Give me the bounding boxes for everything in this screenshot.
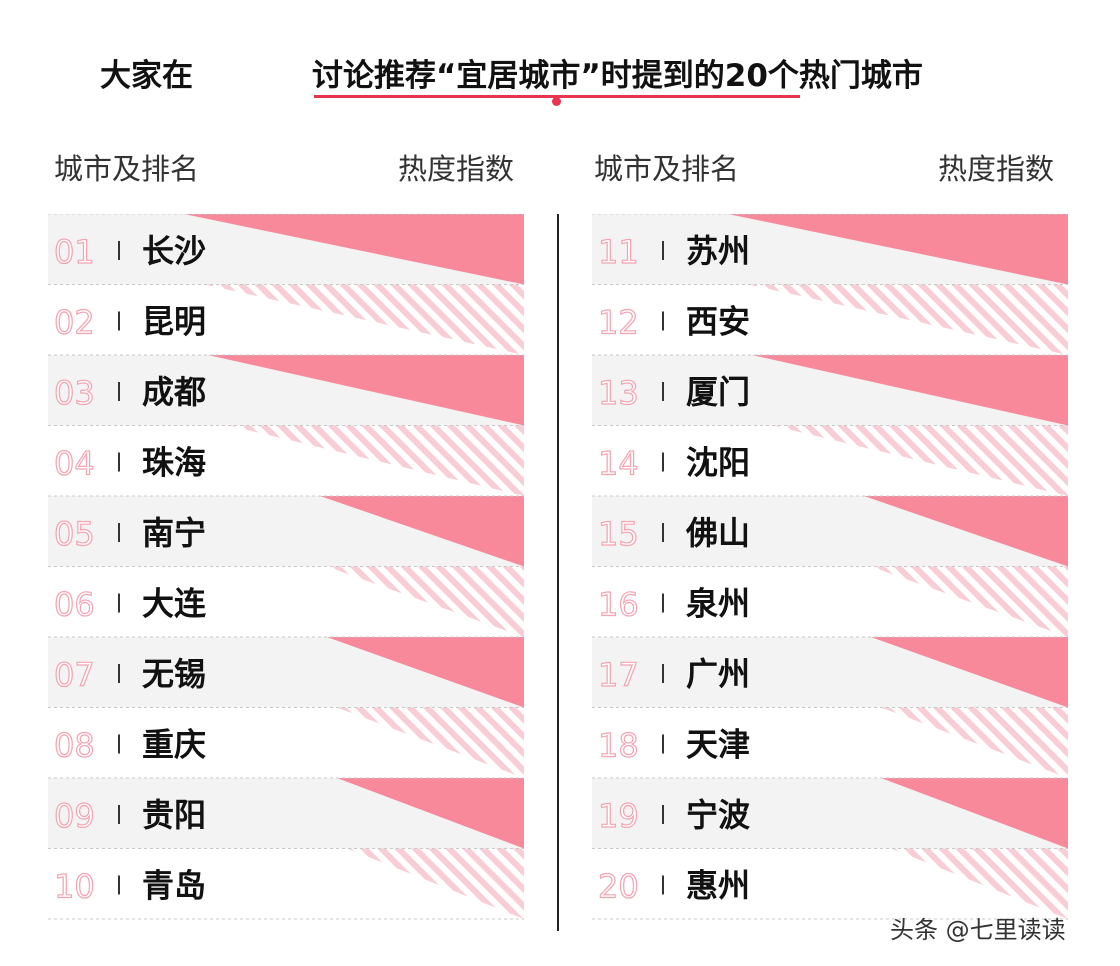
watermark-text: 头条 @七里读读 bbox=[890, 916, 1066, 944]
city-name: 成都 bbox=[142, 373, 206, 411]
heat-bar bbox=[881, 707, 1068, 778]
left-heat-index-header: 热度指数 bbox=[398, 152, 515, 186]
rank-row: 04 珠海 bbox=[48, 425, 524, 496]
rank-number: 07 bbox=[54, 656, 95, 694]
city-name: 佛山 bbox=[685, 514, 750, 552]
right-city-rank-header: 城市及排名 bbox=[594, 152, 740, 186]
rank-row: 01 长沙 bbox=[48, 214, 524, 285]
rank-number: 08 bbox=[54, 727, 95, 765]
heat-bar bbox=[347, 848, 524, 919]
city-name: 宁波 bbox=[686, 796, 750, 834]
chart-title: 大家在 讨论推荐“宜居城市”时提到的20个热门城市 bbox=[0, 40, 1120, 110]
city-name: 广州 bbox=[686, 655, 750, 693]
title-right-text: 讨论推荐“宜居城市”时提到的20个热门城市 bbox=[312, 58, 923, 94]
city-name: 珠海 bbox=[142, 444, 206, 482]
heat-bar bbox=[228, 425, 524, 496]
heat-bar bbox=[748, 284, 1068, 355]
heat-bar bbox=[881, 778, 1068, 849]
rank-row: 19 宁波 bbox=[592, 777, 1068, 849]
rank-number: 10 bbox=[54, 868, 95, 906]
rank-row: 09 贵阳 bbox=[48, 777, 524, 849]
city-name: 苏州 bbox=[686, 232, 750, 270]
rank-row: 10 青岛 bbox=[48, 848, 524, 919]
rank-number: 20 bbox=[598, 868, 639, 906]
rank-number: 06 bbox=[54, 586, 95, 624]
rank-row: 18 天津 bbox=[592, 707, 1068, 778]
rank-row: 12 西安 bbox=[592, 284, 1068, 355]
rank-row: 17 广州 bbox=[592, 636, 1068, 708]
rank-number: 02 bbox=[54, 304, 95, 342]
heat-bar bbox=[320, 496, 524, 567]
rank-row: 16 泉州 bbox=[592, 566, 1068, 637]
heat-bar bbox=[864, 496, 1068, 567]
city-name: 天津 bbox=[686, 726, 750, 764]
rank-row: 07 无锡 bbox=[48, 636, 524, 708]
heat-bar bbox=[772, 425, 1068, 496]
rank-number: 16 bbox=[598, 586, 639, 624]
city-name: 厦门 bbox=[686, 373, 750, 411]
heat-bar bbox=[326, 566, 524, 637]
heat-bar bbox=[870, 637, 1068, 708]
city-name: 惠州 bbox=[686, 867, 750, 905]
city-name: 南宁 bbox=[142, 514, 206, 552]
heat-bar bbox=[891, 848, 1068, 919]
left-ranking-chart: 01 长沙 02 昆明 03 成都 04 珠海 05 南宁 06 大连 07 无锡 08 重庆 09 贵阳 10 青岛 bbox=[48, 214, 524, 920]
title-left-text: 大家在 bbox=[100, 58, 193, 94]
rank-number: 17 bbox=[598, 656, 639, 694]
rank-row: 13 厦门 bbox=[592, 354, 1068, 426]
heat-bar bbox=[326, 637, 524, 708]
rank-number: 11 bbox=[598, 233, 639, 271]
city-name: 西安 bbox=[686, 303, 750, 341]
heat-bar bbox=[751, 355, 1068, 426]
rank-row: 11 苏州 bbox=[592, 214, 1068, 285]
heat-bar bbox=[870, 566, 1068, 637]
heat-bar bbox=[207, 355, 524, 426]
heat-bar bbox=[337, 778, 524, 849]
rank-number: 05 bbox=[54, 515, 95, 553]
heat-bar bbox=[728, 214, 1068, 285]
rank-row: 06 大连 bbox=[48, 566, 524, 637]
rank-number: 01 bbox=[54, 233, 95, 271]
rank-number: 14 bbox=[598, 445, 639, 483]
rank-number: 13 bbox=[598, 374, 639, 412]
city-name: 长沙 bbox=[142, 232, 206, 270]
rank-row: 20 惠州 bbox=[592, 848, 1068, 919]
city-name: 贵阳 bbox=[142, 796, 206, 834]
city-name: 大连 bbox=[142, 585, 206, 623]
city-name: 无锡 bbox=[142, 655, 206, 693]
column-divider bbox=[557, 214, 559, 931]
city-name: 昆明 bbox=[142, 303, 206, 341]
rank-number: 19 bbox=[598, 797, 639, 835]
rank-number: 15 bbox=[598, 515, 639, 553]
heat-bar bbox=[337, 707, 524, 778]
title-underline bbox=[314, 95, 800, 98]
rank-number: 18 bbox=[598, 727, 639, 765]
left-city-rank-header: 城市及排名 bbox=[54, 152, 200, 186]
rank-row: 14 沈阳 bbox=[592, 425, 1068, 496]
rank-row: 03 成都 bbox=[48, 354, 524, 426]
city-name: 泉州 bbox=[686, 585, 750, 623]
right-ranking-chart: 11 苏州 12 西安 13 厦门 14 沈阳 15 佛山 16 泉州 17 广州 18 天津 19 宁波 20 惠州 bbox=[592, 214, 1068, 920]
rank-row: 02 昆明 bbox=[48, 284, 524, 355]
city-name: 重庆 bbox=[142, 726, 206, 764]
rank-number: 03 bbox=[54, 374, 95, 412]
rank-number: 12 bbox=[598, 304, 639, 342]
rank-row: 15 佛山 bbox=[592, 495, 1068, 567]
city-name: 沈阳 bbox=[686, 444, 750, 482]
heat-bar bbox=[204, 284, 524, 355]
heat-bar bbox=[184, 214, 524, 285]
rank-row: 08 重庆 bbox=[48, 707, 524, 778]
city-name: 青岛 bbox=[142, 867, 206, 905]
title-dot bbox=[552, 97, 561, 106]
rank-row: 05 南宁 bbox=[48, 495, 524, 567]
rank-number: 09 bbox=[54, 797, 95, 835]
right-heat-index-header: 热度指数 bbox=[938, 152, 1055, 186]
rank-number: 04 bbox=[54, 445, 95, 483]
